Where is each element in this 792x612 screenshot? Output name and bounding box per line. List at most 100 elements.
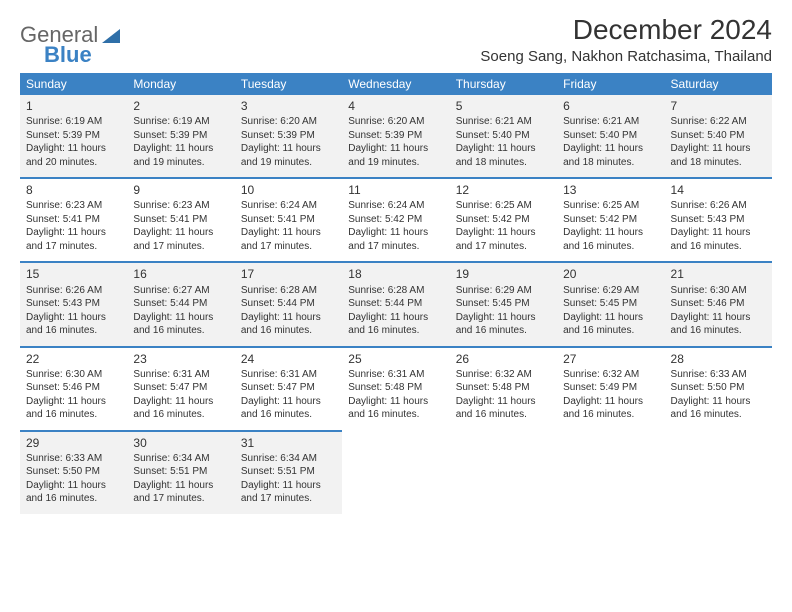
sunrise-text: Sunrise: 6:28 AM	[241, 284, 336, 298]
sunrise-text: Sunrise: 6:30 AM	[671, 284, 766, 298]
sunset-text: Sunset: 5:44 PM	[348, 297, 443, 311]
daylight-text-2: and 18 minutes.	[563, 156, 658, 170]
daylight-text-2: and 19 minutes.	[133, 156, 228, 170]
sunset-text: Sunset: 5:43 PM	[26, 297, 121, 311]
daylight-text-1: Daylight: 11 hours	[456, 142, 551, 156]
day-cell: 19Sunrise: 6:29 AMSunset: 5:45 PMDayligh…	[450, 262, 557, 346]
sunset-text: Sunset: 5:49 PM	[563, 381, 658, 395]
col-monday: Monday	[127, 73, 234, 95]
day-cell: 2Sunrise: 6:19 AMSunset: 5:39 PMDaylight…	[127, 95, 234, 178]
logo-text-2: Blue	[44, 42, 92, 68]
week-row: 15Sunrise: 6:26 AMSunset: 5:43 PMDayligh…	[20, 262, 772, 346]
day-cell: 12Sunrise: 6:25 AMSunset: 5:42 PMDayligh…	[450, 178, 557, 262]
week-row: 1Sunrise: 6:19 AMSunset: 5:39 PMDaylight…	[20, 95, 772, 178]
daylight-text-1: Daylight: 11 hours	[348, 395, 443, 409]
logo-triangle-icon	[102, 27, 120, 43]
day-cell	[450, 431, 557, 514]
day-number: 2	[133, 98, 228, 114]
daylight-text-2: and 16 minutes.	[671, 408, 766, 422]
day-header-row: Sunday Monday Tuesday Wednesday Thursday…	[20, 73, 772, 95]
sunrise-text: Sunrise: 6:33 AM	[26, 452, 121, 466]
col-thursday: Thursday	[450, 73, 557, 95]
daylight-text-1: Daylight: 11 hours	[241, 395, 336, 409]
day-cell: 27Sunrise: 6:32 AMSunset: 5:49 PMDayligh…	[557, 347, 664, 431]
sunrise-text: Sunrise: 6:33 AM	[671, 368, 766, 382]
daylight-text-2: and 16 minutes.	[563, 324, 658, 338]
sunset-text: Sunset: 5:42 PM	[563, 213, 658, 227]
day-number: 16	[133, 266, 228, 282]
sunset-text: Sunset: 5:51 PM	[133, 465, 228, 479]
daylight-text-1: Daylight: 11 hours	[671, 311, 766, 325]
sunset-text: Sunset: 5:42 PM	[456, 213, 551, 227]
daylight-text-2: and 17 minutes.	[133, 240, 228, 254]
sunrise-text: Sunrise: 6:25 AM	[563, 199, 658, 213]
sunrise-text: Sunrise: 6:29 AM	[456, 284, 551, 298]
sunrise-text: Sunrise: 6:24 AM	[348, 199, 443, 213]
daylight-text-2: and 16 minutes.	[241, 408, 336, 422]
title-block: December 2024 Soeng Sang, Nakhon Ratchas…	[480, 14, 772, 65]
daylight-text-1: Daylight: 11 hours	[133, 479, 228, 493]
daylight-text-1: Daylight: 11 hours	[133, 395, 228, 409]
col-friday: Friday	[557, 73, 664, 95]
day-cell: 8Sunrise: 6:23 AMSunset: 5:41 PMDaylight…	[20, 178, 127, 262]
day-number: 9	[133, 182, 228, 198]
sunset-text: Sunset: 5:42 PM	[348, 213, 443, 227]
sunrise-text: Sunrise: 6:22 AM	[671, 115, 766, 129]
day-cell: 9Sunrise: 6:23 AMSunset: 5:41 PMDaylight…	[127, 178, 234, 262]
daylight-text-1: Daylight: 11 hours	[456, 226, 551, 240]
sunset-text: Sunset: 5:48 PM	[348, 381, 443, 395]
sunset-text: Sunset: 5:48 PM	[456, 381, 551, 395]
daylight-text-2: and 16 minutes.	[26, 408, 121, 422]
col-wednesday: Wednesday	[342, 73, 449, 95]
daylight-text-1: Daylight: 11 hours	[26, 395, 121, 409]
day-number: 4	[348, 98, 443, 114]
day-number: 25	[348, 351, 443, 367]
day-number: 3	[241, 98, 336, 114]
sunrise-text: Sunrise: 6:25 AM	[456, 199, 551, 213]
day-number: 19	[456, 266, 551, 282]
sunset-text: Sunset: 5:47 PM	[133, 381, 228, 395]
day-number: 31	[241, 435, 336, 451]
day-number: 6	[563, 98, 658, 114]
day-number: 29	[26, 435, 121, 451]
sunset-text: Sunset: 5:41 PM	[133, 213, 228, 227]
daylight-text-1: Daylight: 11 hours	[563, 311, 658, 325]
location: Soeng Sang, Nakhon Ratchasima, Thailand	[480, 48, 772, 65]
day-cell: 21Sunrise: 6:30 AMSunset: 5:46 PMDayligh…	[665, 262, 772, 346]
sunrise-text: Sunrise: 6:31 AM	[133, 368, 228, 382]
day-number: 15	[26, 266, 121, 282]
daylight-text-1: Daylight: 11 hours	[563, 142, 658, 156]
daylight-text-2: and 18 minutes.	[671, 156, 766, 170]
daylight-text-2: and 17 minutes.	[241, 240, 336, 254]
day-cell: 25Sunrise: 6:31 AMSunset: 5:48 PMDayligh…	[342, 347, 449, 431]
daylight-text-1: Daylight: 11 hours	[456, 311, 551, 325]
day-number: 24	[241, 351, 336, 367]
day-cell: 6Sunrise: 6:21 AMSunset: 5:40 PMDaylight…	[557, 95, 664, 178]
daylight-text-2: and 17 minutes.	[133, 492, 228, 506]
day-cell: 28Sunrise: 6:33 AMSunset: 5:50 PMDayligh…	[665, 347, 772, 431]
day-cell: 7Sunrise: 6:22 AMSunset: 5:40 PMDaylight…	[665, 95, 772, 178]
daylight-text-2: and 20 minutes.	[26, 156, 121, 170]
daylight-text-2: and 16 minutes.	[563, 408, 658, 422]
daylight-text-2: and 16 minutes.	[671, 240, 766, 254]
month-title: December 2024	[480, 14, 772, 46]
daylight-text-2: and 16 minutes.	[241, 324, 336, 338]
sunrise-text: Sunrise: 6:21 AM	[456, 115, 551, 129]
daylight-text-1: Daylight: 11 hours	[563, 395, 658, 409]
day-cell: 18Sunrise: 6:28 AMSunset: 5:44 PMDayligh…	[342, 262, 449, 346]
sunset-text: Sunset: 5:39 PM	[133, 129, 228, 143]
day-number: 23	[133, 351, 228, 367]
sunrise-text: Sunrise: 6:20 AM	[241, 115, 336, 129]
daylight-text-1: Daylight: 11 hours	[348, 142, 443, 156]
day-number: 10	[241, 182, 336, 198]
sunrise-text: Sunrise: 6:34 AM	[133, 452, 228, 466]
day-cell: 15Sunrise: 6:26 AMSunset: 5:43 PMDayligh…	[20, 262, 127, 346]
daylight-text-2: and 16 minutes.	[26, 324, 121, 338]
day-number: 22	[26, 351, 121, 367]
sunset-text: Sunset: 5:45 PM	[563, 297, 658, 311]
day-number: 11	[348, 182, 443, 198]
day-cell: 4Sunrise: 6:20 AMSunset: 5:39 PMDaylight…	[342, 95, 449, 178]
day-number: 14	[671, 182, 766, 198]
daylight-text-2: and 17 minutes.	[241, 492, 336, 506]
daylight-text-2: and 16 minutes.	[456, 324, 551, 338]
